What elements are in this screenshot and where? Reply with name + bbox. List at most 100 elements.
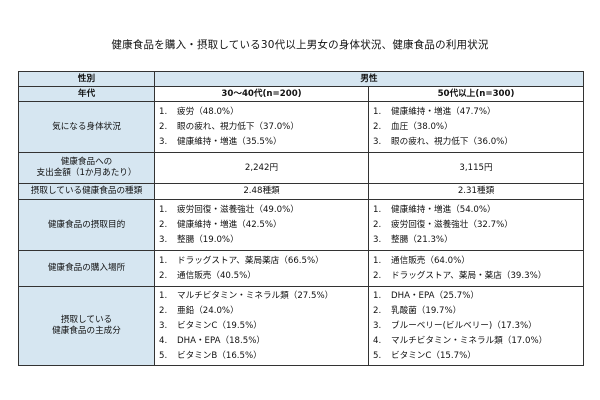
- item-text: 疲労回復・滋養強壮（49.0%）: [177, 204, 299, 215]
- row-label-line: 健康食品の主成分: [52, 326, 121, 336]
- list-cell-b: 1. 健康維持・増進（54.0%） 2. 疲労回復・滋養強壮（32.7%） 3. 整腸（2…: [367, 199, 585, 251]
- row-label-line: 摂取している: [60, 315, 113, 326]
- rank-number: 1.: [159, 204, 168, 215]
- rank-number: 3.: [373, 234, 382, 245]
- list-item: 1. ドラッグストア、薬局薬店（66.5%）: [159, 254, 364, 269]
- rank-number: 2.: [373, 219, 382, 230]
- table-row: 摂取している 健康食品の主成分 1. マルチビタミン・ミネラル類（27.5%） 2. 亜鉛…: [18, 286, 585, 366]
- rank-number: 3.: [159, 234, 168, 245]
- list-item: 3. 整腸（21.3%）: [373, 233, 579, 248]
- ranked-list: 1. マルチビタミン・ミネラル類（27.5%） 2. 亜鉛（24.0%） 3. ビタミンC…: [159, 289, 364, 364]
- document-title: 健康食品を購入・摂取している30代以上男女の身体状況、健康食品の利用状況: [111, 39, 489, 51]
- item-text: DHA・EPA（18.5%）: [177, 335, 265, 346]
- item-text: ブルーベリー(ビルベリー)（17.3%）: [391, 320, 537, 331]
- list-cell-a: 1. 疲労回復・滋養強壮（49.0%） 2. 健康維持・増進（42.5%） 3. 整腸（1…: [154, 199, 369, 251]
- value-cell-b: 3,115円: [367, 152, 585, 184]
- list-item: 1. 疲労（48.0%）: [159, 105, 364, 120]
- item-text: ビタミンC（19.5%）: [177, 320, 262, 331]
- row-label: 摂取している 健康食品の主成分: [18, 286, 155, 366]
- list-item: 1. 健康維持・増進（47.7%）: [373, 105, 579, 120]
- list-item: 4. マルチビタミン・ミネラル類（17.0%）: [373, 334, 579, 349]
- list-item: 2. 通信販売（40.5%）: [159, 269, 364, 284]
- list-cell-a: 1. マルチビタミン・ミネラル類（27.5%） 2. 亜鉛（24.0%） 3. ビタミンC…: [154, 286, 369, 366]
- list-item: 3. ビタミンC（19.5%）: [159, 319, 364, 334]
- health-food-table: 性別 男性 年代 30～40代(n=200) 50代以上(n=300) 気になる…: [18, 71, 585, 366]
- list-item: 3. 眼の疲れ、視力低下（36.0%）: [373, 135, 579, 150]
- item-text: ドラッグストア、薬局・薬店（39.3%）: [391, 270, 547, 281]
- rank-number: 2.: [373, 270, 382, 281]
- sex-header: 性別: [18, 71, 155, 87]
- item-text: マルチビタミン・ミネラル類（17.0%）: [391, 335, 548, 346]
- list-item: 1. 疲労回復・滋養強壮（49.0%）: [159, 203, 364, 218]
- list-cell-b: 1. 通信販売（64.0%） 2. ドラッグストア、薬局・薬店（39.3%）: [367, 250, 585, 287]
- row-label: 健康食品の購入場所: [18, 250, 155, 287]
- list-item: 1. マルチビタミン・ミネラル類（27.5%）: [159, 289, 364, 304]
- value-cell-b: 2.31種類: [367, 183, 585, 200]
- row-label-line: 摂取している健康食品の種類: [30, 186, 143, 197]
- item-text: ビタミンC（15.7%）: [391, 350, 476, 361]
- rank-number: 2.: [159, 270, 168, 281]
- group-b-header: 50代以上(n=300): [367, 86, 585, 102]
- item-text: 乳酸菌（19.7%）: [391, 305, 462, 316]
- rank-number: 1.: [373, 290, 382, 301]
- list-item: 1. 健康維持・増進（54.0%）: [373, 203, 579, 218]
- item-text: 健康維持・増進（54.0%）: [391, 204, 496, 215]
- ranked-list: 1. 疲労回復・滋養強壮（49.0%） 2. 健康維持・増進（42.5%） 3. 整腸（1…: [159, 203, 364, 248]
- ranked-list: 1. 通信販売（64.0%） 2. ドラッグストア、薬局・薬店（39.3%）: [373, 254, 579, 284]
- list-item: 2. 健康維持・増進（42.5%）: [159, 218, 364, 233]
- list-item: 2. 亜鉛（24.0%）: [159, 304, 364, 319]
- row-label: 摂取している健康食品の種類: [18, 183, 155, 200]
- rank-number: 1.: [373, 204, 382, 215]
- list-item: 2. 血圧（38.0%）: [373, 120, 579, 135]
- item-text: マルチビタミン・ミネラル類（27.5%）: [177, 290, 334, 301]
- rank-number: 1.: [159, 106, 168, 117]
- list-cell-b: 1. DHA・EPA（25.7%） 2. 乳酸菌（19.7%） 3. ブルーベリー(ビルベ…: [367, 286, 585, 366]
- rank-number: 3.: [159, 320, 168, 331]
- item-text: 疲労回復・滋養強壮（32.7%）: [391, 219, 513, 230]
- item-text: ドラッグストア、薬局薬店（66.5%）: [177, 255, 324, 266]
- row-label-line: 気になる身体状況: [52, 121, 121, 132]
- row-label: 健康食品への 支出金額（1か月あたり）: [18, 152, 155, 184]
- table-row: 健康食品への 支出金額（1か月あたり） 2,242円 3,115円: [18, 152, 585, 184]
- row-label-line: 健康食品の購入場所: [47, 263, 126, 274]
- rank-number: 2.: [159, 219, 168, 230]
- list-item: 4. DHA・EPA（18.5%）: [159, 334, 364, 349]
- rank-number: 4.: [373, 335, 382, 346]
- row-label: 気になる身体状況: [18, 101, 155, 153]
- list-item: 2. 疲労回復・滋養強壮（32.7%）: [373, 218, 579, 233]
- rank-number: 2.: [373, 121, 382, 132]
- rank-number: 3.: [373, 136, 382, 147]
- ranked-list: 1. 健康維持・増進（54.0%） 2. 疲労回復・滋養強壮（32.7%） 3. 整腸（2…: [373, 203, 579, 248]
- item-text: 眼の疲れ、視力低下（36.0%）: [391, 136, 513, 147]
- item-text: 健康維持・増進（47.7%）: [391, 106, 496, 117]
- rank-number: 5.: [159, 350, 168, 361]
- rank-number: 1.: [159, 255, 168, 266]
- item-text: 疲労（48.0%）: [177, 106, 239, 117]
- list-item: 2. 眼の疲れ、視力低下（37.0%）: [159, 120, 364, 135]
- item-text: 亜鉛（24.0%）: [177, 305, 239, 316]
- row-label-line: 支出金額（1か月あたり）: [36, 168, 137, 178]
- ranked-list: 1. ドラッグストア、薬局薬店（66.5%） 2. 通信販売（40.5%）: [159, 254, 364, 284]
- item-text: 健康維持・増進（42.5%）: [177, 219, 282, 230]
- rank-number: 3.: [373, 320, 382, 331]
- table-row: 健康食品の購入場所 1. ドラッグストア、薬局薬店（66.5%） 2. 通信販売（40.…: [18, 250, 585, 287]
- age-header: 年代: [18, 86, 155, 102]
- item-text: ビタミンB（16.5%）: [177, 350, 262, 361]
- item-text: 健康維持・増進（35.5%）: [177, 136, 282, 147]
- sex-value-header: 男性: [153, 71, 585, 87]
- rank-number: 2.: [373, 305, 382, 316]
- list-item: 1. 通信販売（64.0%）: [373, 254, 579, 269]
- table-row: 摂取している健康食品の種類 2.48種類 2.31種類: [18, 183, 585, 200]
- item-text: 血圧（38.0%）: [391, 121, 453, 132]
- list-cell-a: 1. ドラッグストア、薬局薬店（66.5%） 2. 通信販売（40.5%）: [154, 250, 369, 287]
- table-row: 健康食品の摂取目的 1. 疲労回復・滋養強壮（49.0%） 2. 健康維持・増進（42.…: [18, 199, 585, 251]
- item-text: 眼の疲れ、視力低下（37.0%）: [177, 121, 299, 132]
- row-label-line: 健康食品の摂取目的: [47, 219, 126, 230]
- list-item: 3. 健康維持・増進（35.5%）: [159, 135, 364, 150]
- item-text: 通信販売（64.0%）: [391, 255, 470, 266]
- value-cell-a: 2,242円: [154, 152, 369, 184]
- list-item: 2. ドラッグストア、薬局・薬店（39.3%）: [373, 269, 579, 284]
- list-item: 2. 乳酸菌（19.7%）: [373, 304, 579, 319]
- list-item: 5. ビタミンC（15.7%）: [373, 349, 579, 364]
- item-text: 整腸（19.0%）: [177, 234, 239, 245]
